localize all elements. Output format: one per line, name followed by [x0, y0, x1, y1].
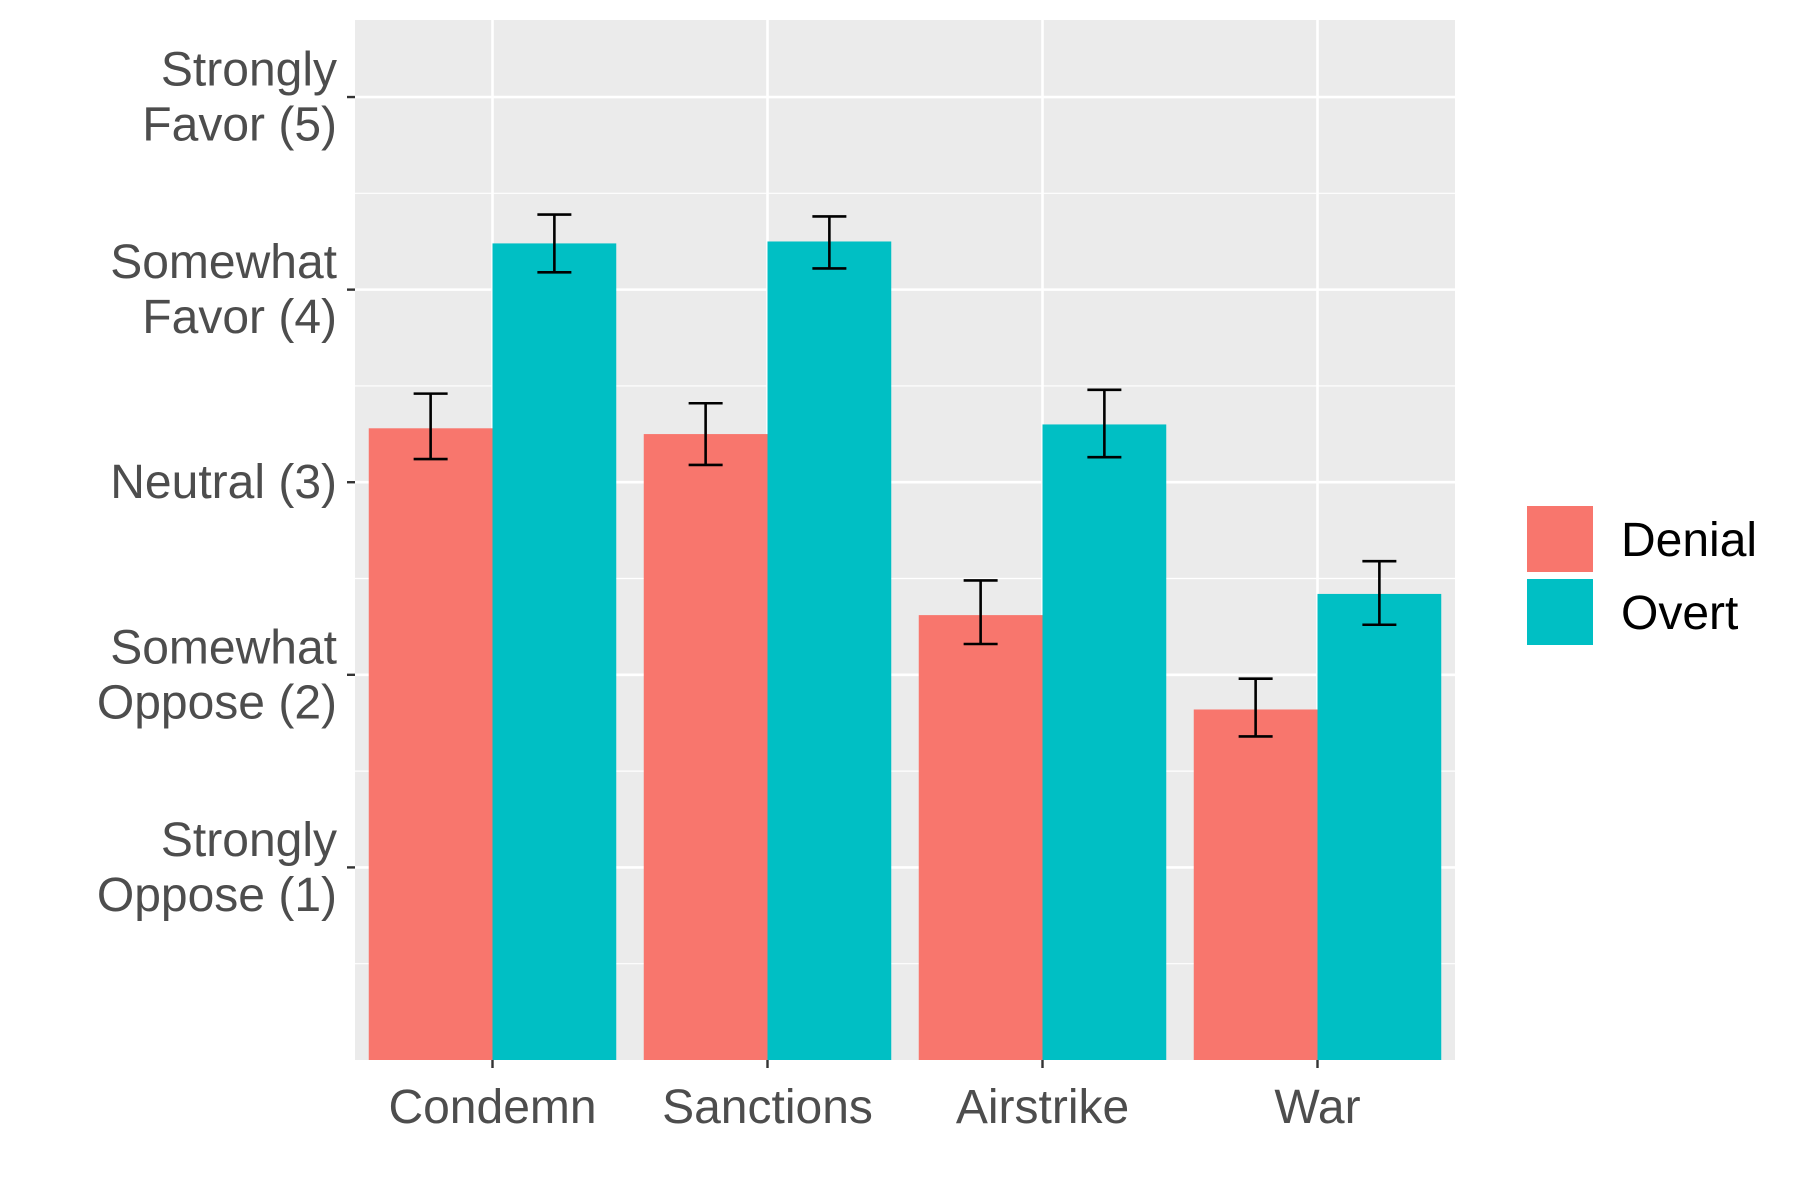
error-bars [413, 213, 1397, 738]
y-tick-label: Oppose (1) [97, 869, 337, 922]
x-tick-label: Airstrike [956, 1081, 1129, 1134]
legend-key-overt [1527, 579, 1593, 645]
bar-overt-airstrike [1042, 424, 1167, 1060]
y-tick-label: Somewhat [110, 621, 337, 674]
bar-denial-condemn [368, 428, 493, 1061]
y-tick-label: Strongly [161, 814, 337, 867]
y-tick-label: Oppose (2) [97, 676, 337, 729]
bar-overt-war [1317, 593, 1442, 1060]
y-tick-label: Favor (5) [142, 99, 337, 152]
x-axis: Condemn Sanctions Airstrike War [388, 1060, 1361, 1134]
x-tick-label: Condemn [388, 1081, 596, 1134]
bar-overt-condemn [492, 243, 617, 1060]
x-tick-label: Sanctions [662, 1081, 873, 1134]
legend-key-denial [1527, 506, 1593, 572]
legend: Denial Overt [1527, 506, 1757, 645]
y-tick-label: Somewhat [110, 236, 337, 289]
y-tick-label: Favor (4) [142, 291, 337, 344]
bars [368, 241, 1442, 1061]
legend-label-overt: Overt [1621, 587, 1738, 640]
legend-label-denial: Denial [1621, 514, 1757, 567]
y-tick-label: Strongly [161, 44, 337, 97]
bar-denial-war [1193, 709, 1318, 1060]
bar-denial-airstrike [918, 615, 1043, 1060]
x-tick-label: War [1274, 1081, 1360, 1134]
bar-denial-sanctions [643, 434, 768, 1060]
y-tick-label: Neutral (3) [110, 456, 337, 509]
bar-overt-sanctions [767, 241, 892, 1061]
